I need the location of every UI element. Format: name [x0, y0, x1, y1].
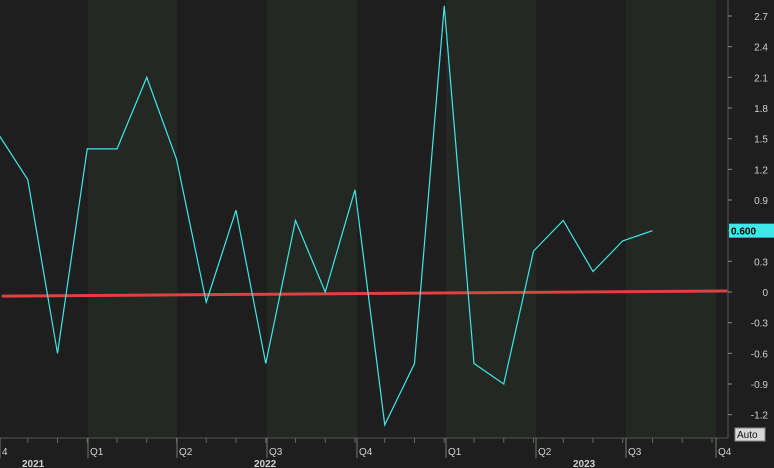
- y-tick-label: 1.8: [754, 104, 768, 115]
- y-axis[interactable]: 2.72.42.11.81.51.20.90.60.30-0.3-0.6-0.9…: [728, 12, 768, 422]
- quarter-band: [536, 0, 626, 438]
- last-value-badge: [729, 223, 774, 238]
- y-tick-label: 0.3: [754, 257, 768, 268]
- quarter-band: [626, 0, 716, 438]
- quarter-band: [177, 0, 267, 438]
- y-tick-label: 0: [762, 288, 768, 299]
- y-tick-label: 2.7: [754, 12, 768, 23]
- x-year-label: 2021: [22, 459, 45, 468]
- x-tick-label: Q1: [90, 447, 104, 458]
- quarter-band: [0, 0, 88, 438]
- x-tick-label: 4: [2, 447, 8, 458]
- value-labels: 0.600 Auto: [729, 223, 774, 442]
- last-value-label: 0.600: [731, 227, 756, 238]
- x-axis[interactable]: 4 Q1 Q2 Q3 Q4 Q1 Q2 Q3 Q4 2021 2022 2023: [0, 438, 732, 468]
- y-tick-label: 1.5: [754, 135, 768, 146]
- x-tick-label: Q4: [359, 447, 373, 458]
- y-tick-label: 2.4: [754, 43, 768, 54]
- quarter-band: [357, 0, 446, 438]
- y-tick-label: -1.2: [751, 411, 769, 422]
- series-group: [0, 5, 653, 427]
- y-tick-label: 2.1: [754, 73, 768, 84]
- trend-line-group: [1, 289, 728, 298]
- x-year-label: 2022: [254, 459, 277, 468]
- auto-scale-button[interactable]: [734, 427, 766, 442]
- y-tick-label: 0.9: [754, 196, 768, 207]
- y-tick-label: -0.9: [751, 380, 769, 391]
- quarter-band: [88, 0, 177, 438]
- x-tick-label: Q2: [179, 447, 193, 458]
- quarter-band: [446, 0, 536, 438]
- trend-line: [1, 289, 728, 298]
- x-tick-label: Q2: [538, 447, 552, 458]
- auto-scale-label: Auto: [737, 430, 758, 441]
- x-tick-label: Q1: [448, 447, 462, 458]
- y-tick-label: 1.2: [754, 165, 768, 176]
- plot-area: [0, 0, 729, 439]
- y-tick-label: -0.3: [751, 319, 769, 330]
- y-tick-label: -0.6: [751, 349, 769, 360]
- quarter-bands: [0, 0, 728, 438]
- quarter-band: [716, 0, 728, 438]
- x-tick-label: Q3: [628, 447, 642, 458]
- x-year-label: 2023: [573, 459, 596, 468]
- x-tick-label: Q3: [269, 447, 283, 458]
- quarter-band: [267, 0, 357, 438]
- x-tick-label: Q4: [718, 447, 732, 458]
